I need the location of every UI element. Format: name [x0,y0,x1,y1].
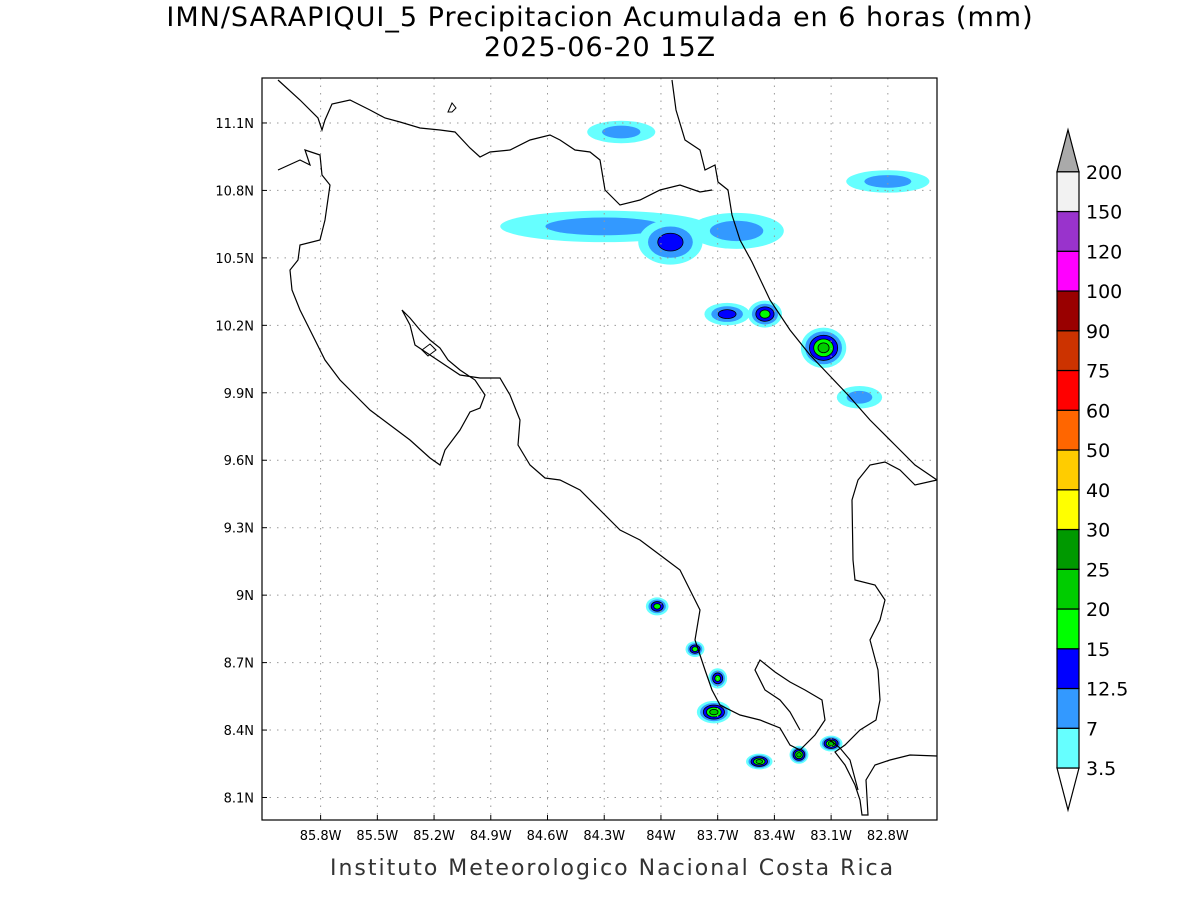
rain-cell [704,302,750,326]
colorbar-label: 90 [1086,321,1110,343]
colorbar-swatch [1056,648,1080,690]
colorbar-label: 200 [1086,162,1122,184]
y-tick-label: 10.8N [215,184,254,199]
rain-contour [657,232,684,252]
rain-cell [696,700,731,724]
y-tick-label: 9.6N [224,454,254,469]
latitude-tick-labels: 11.1N 10.8N 10.5N 10.2N 9.9N 9.6N 9.3N 9N 8.7N 8.… [215,117,267,807]
colorbar-swatch [1056,489,1080,531]
colorbar-swatch [1056,449,1080,491]
rain-contour [817,342,830,354]
x-tick-label: 84.3W [583,829,625,844]
colorbar-swatch [1056,727,1080,769]
y-tick-label: 9.9N [224,387,254,402]
colorbar-swatch [1056,687,1080,729]
rain-contour [864,175,912,188]
colorbar-label: 3.5 [1086,758,1116,780]
x-tick-label: 83.1W [810,829,852,844]
y-tick-label: 10.5N [215,252,254,267]
colorbar-swatch [1056,409,1080,451]
y-tick-label: 10.2N [215,319,254,334]
colorbar-swatch [1056,290,1080,332]
rain-cell [846,170,930,193]
colorbar-label: 100 [1086,281,1122,303]
y-tick-label: 9N [236,589,254,604]
colorbar-swatch [1056,608,1080,650]
colorbar-swatch [1056,210,1080,252]
precipitation-field [500,120,930,770]
x-tick-label: 85.8W [300,829,342,844]
coastlines-and-borders [277,79,938,816]
longitude-tick-labels: 85.8W 85.5W 85.2W 84.9W 84.6W 84.3W 84W 83.7W 83… [300,815,909,844]
colorbar-swatch [1056,528,1080,570]
colorbar-label: 12.5 [1086,679,1128,701]
y-tick-label: 11.1N [215,117,254,132]
colorbar-label: 30 [1086,520,1110,542]
colorbar-label: 150 [1086,202,1122,224]
colorbar-swatch [1056,250,1080,292]
colorbar-over-arrow [1056,127,1080,173]
colorbar-swatch [1056,369,1080,411]
rain-cell [587,120,656,144]
x-tick-label: 82.8W [867,829,909,844]
y-tick-label: 8.7N [224,657,254,672]
rain-cell [836,386,883,409]
colorbar-label: 7 [1086,718,1098,740]
colorbar-label: 15 [1086,639,1110,661]
colorbar-label: 120 [1086,241,1122,263]
rain-contour [602,125,641,139]
rain-contour [796,752,802,758]
x-tick-label: 84.9W [470,829,512,844]
x-tick-label: 84.6W [527,829,569,844]
rain-contour [717,309,737,319]
colorbar: 3.5 7 12.5 15 20 25 30 40 50 60 75 90 100 120 150 200 [1056,127,1128,813]
rain-cell [645,597,669,616]
colorbar-swatch [1056,171,1080,213]
rain-contour [759,309,771,319]
rain-cell [819,735,843,752]
x-tick-label: 85.2W [413,829,455,844]
rain-cell [746,753,773,770]
colorbar-label: 40 [1086,480,1110,502]
colorbar-label: 20 [1086,599,1110,621]
map-valid-time: 2025-06-20 15Z [483,32,717,63]
colorbar-swatch [1056,568,1080,610]
rain-contour [545,217,664,236]
y-tick-label: 8.4N [224,724,254,739]
footer-credit: Instituto Meteorologico Nacional Costa R… [330,856,896,881]
x-tick-label: 84W [646,829,676,844]
colorbar-swatch [1056,330,1080,372]
rain-cell [747,300,782,328]
rain-cell [800,327,847,369]
colorbar-label: 60 [1086,400,1110,422]
rain-contour [709,708,719,716]
map-frame [261,77,938,821]
x-tick-label: 83.7W [697,829,739,844]
map-title: IMN/SARAPIQUI_5 Precipitacion Acumulada … [166,2,1034,33]
y-tick-label: 8.1N [224,792,254,807]
colorbar-label: 50 [1086,440,1110,462]
map-gridlines [262,78,937,820]
colorbar-label: 75 [1086,361,1110,383]
x-tick-label: 85.5W [356,829,398,844]
rain-cell [685,641,705,657]
rain-contour [653,603,661,610]
rain-cell [789,745,809,764]
rain-cell [638,219,703,265]
colorbar-under-arrow [1056,767,1080,813]
rain-contour [755,759,763,764]
colorbar-label: 25 [1086,559,1110,581]
x-tick-label: 83.4W [753,829,795,844]
y-tick-label: 9.3N [224,522,254,537]
